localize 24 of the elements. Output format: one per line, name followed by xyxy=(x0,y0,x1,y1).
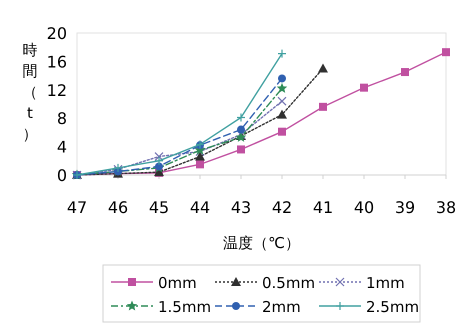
legend-label: 1.5mm xyxy=(158,298,212,316)
x-tick-label: 40 xyxy=(354,198,374,217)
legend-label: 0.5mm xyxy=(262,274,316,292)
x-tick-label: 42 xyxy=(272,198,292,217)
y-tick-label: 8 xyxy=(56,109,67,128)
x-axis-title: 温度（℃） xyxy=(223,234,300,252)
y-tick-label: 16 xyxy=(46,52,67,72)
y-tick-label: 20 xyxy=(46,24,67,43)
x-tick-label: 41 xyxy=(312,198,334,217)
x-tick-label: 39 xyxy=(394,198,416,217)
x-tick-label: 43 xyxy=(230,198,252,217)
x-tick-label: 38 xyxy=(436,198,456,217)
x-tick-label: 45 xyxy=(148,198,170,217)
y-tick-label: 12 xyxy=(46,80,67,100)
x-tick-label: 46 xyxy=(108,198,128,217)
y-tick-label: 0 xyxy=(56,166,67,185)
legend-label: 2.5mm xyxy=(366,298,420,316)
legend-label: 1mm xyxy=(366,274,405,292)
legend-label: 2mm xyxy=(262,298,301,316)
y-axis-title: 時間（t） xyxy=(22,41,38,143)
y-tick-label: 4 xyxy=(56,138,67,157)
x-tick-label: 47 xyxy=(66,198,88,217)
legend-label: 0mm xyxy=(158,274,197,292)
x-tick-label: 44 xyxy=(190,198,210,217)
